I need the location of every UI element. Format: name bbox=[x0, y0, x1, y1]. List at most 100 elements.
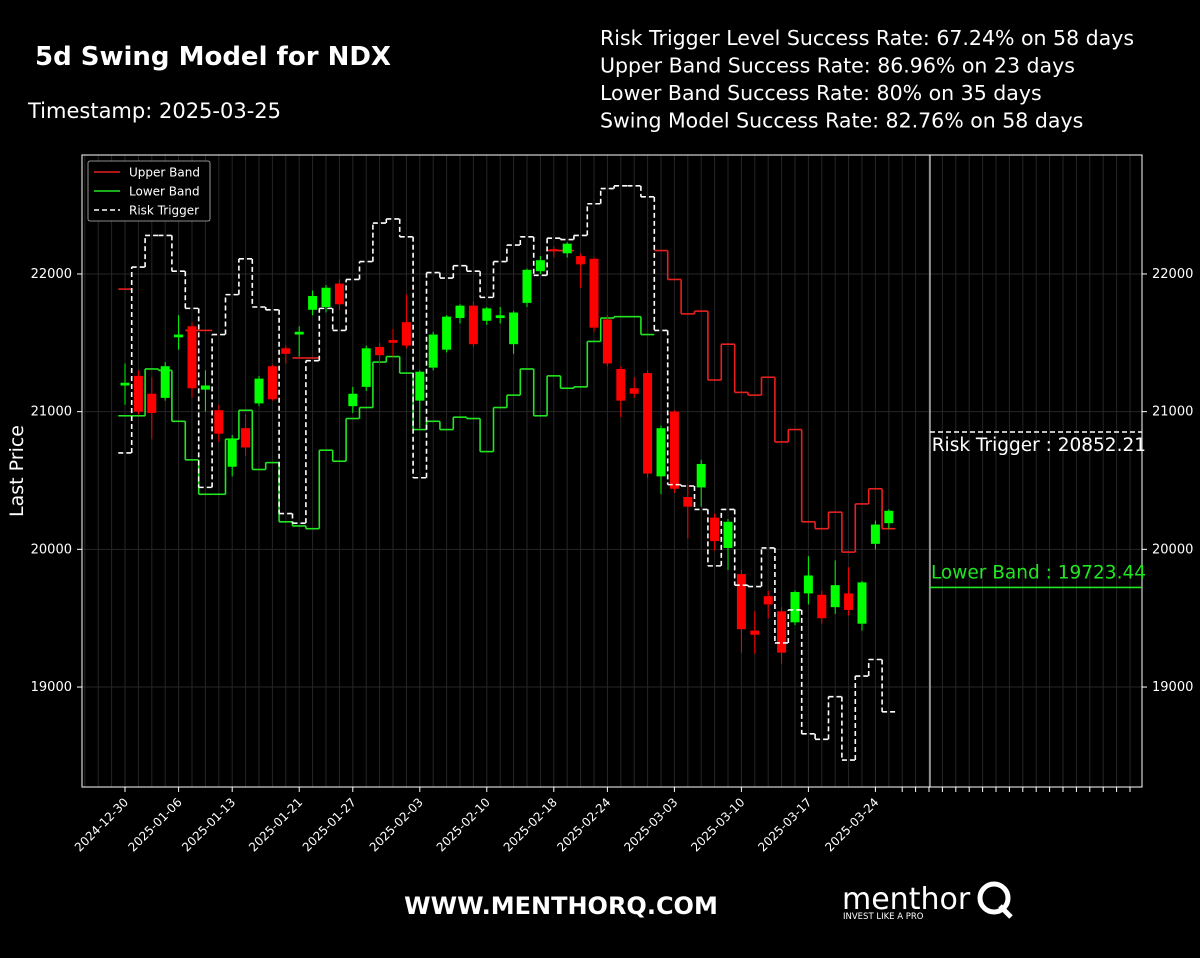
candle-body bbox=[669, 411, 679, 489]
timestamp: Timestamp: 2025-03-25 bbox=[27, 99, 281, 123]
x-tick-label: 2025-03-24 bbox=[822, 795, 881, 854]
candle-body bbox=[857, 582, 867, 624]
candle-body bbox=[643, 373, 653, 474]
candle-body bbox=[455, 305, 465, 319]
candle-body bbox=[388, 340, 398, 343]
y-tick-label: 19000 bbox=[1152, 680, 1193, 695]
candle-body bbox=[187, 326, 197, 389]
candle-body bbox=[803, 575, 813, 594]
candle-body bbox=[334, 283, 344, 305]
candle-body bbox=[415, 371, 425, 401]
tagline: INVEST LIKE A PRO bbox=[843, 912, 924, 922]
legend-label: Lower Band bbox=[129, 185, 200, 199]
candle-body bbox=[294, 331, 304, 335]
projection-label: Risk Trigger : 20852.21 bbox=[932, 435, 1146, 456]
chart-title: 5d Swing Model for NDX bbox=[35, 42, 391, 72]
candle-body bbox=[830, 585, 840, 608]
candle-body bbox=[214, 410, 224, 434]
stat-line: Swing Model Success Rate: 82.76% on 58 d… bbox=[600, 109, 1083, 133]
legend-box bbox=[87, 160, 211, 222]
candle-body bbox=[790, 592, 800, 623]
candle-body bbox=[562, 243, 572, 254]
x-tick-label: 2025-03-03 bbox=[621, 795, 680, 854]
candle-body bbox=[763, 596, 773, 605]
y-tick-label: 22000 bbox=[31, 267, 72, 282]
x-tick-label: 2025-03-10 bbox=[688, 795, 747, 854]
stat-line: Lower Band Success Rate: 80% on 35 days bbox=[600, 81, 1042, 105]
candle-body bbox=[616, 368, 626, 401]
candle-body bbox=[482, 308, 492, 321]
candle-body bbox=[750, 630, 760, 635]
x-tick-label: 2025-02-18 bbox=[501, 795, 560, 854]
candle-body bbox=[629, 388, 639, 394]
x-tick-label: 2025-02-03 bbox=[367, 795, 426, 854]
candle-body bbox=[160, 366, 170, 398]
candle-body bbox=[844, 593, 854, 610]
candle-body bbox=[495, 315, 505, 319]
candle-body bbox=[133, 375, 143, 412]
candle-body bbox=[736, 574, 746, 630]
candle-body bbox=[710, 517, 720, 542]
candle-body bbox=[696, 463, 706, 488]
candle-body bbox=[576, 256, 586, 265]
candle-body bbox=[817, 594, 827, 619]
y-tick-label: 22000 bbox=[1152, 267, 1193, 282]
brand-letter: Q bbox=[994, 904, 995, 906]
brand-q-ring bbox=[977, 881, 1011, 915]
plot-frame bbox=[81, 154, 1143, 788]
y-tick-label: 20000 bbox=[31, 542, 72, 557]
candle-body bbox=[777, 611, 787, 653]
y-tick-label: 21000 bbox=[1152, 405, 1193, 420]
x-tick-label: 2025-02-10 bbox=[434, 795, 493, 854]
candle-body bbox=[375, 346, 385, 356]
candle-body bbox=[428, 334, 438, 368]
candle-body bbox=[884, 510, 894, 524]
candle-body bbox=[281, 348, 291, 354]
projection-label: Lower Band : 19723.44 bbox=[931, 562, 1146, 583]
brand-q-tail bbox=[998, 904, 1013, 919]
brand: menthor bbox=[842, 882, 971, 917]
stat-line: Upper Band Success Rate: 86.96% on 23 da… bbox=[600, 54, 1075, 78]
candle-body bbox=[227, 439, 237, 467]
x-tick-label: 2025-01-13 bbox=[179, 795, 238, 854]
candle-body bbox=[147, 393, 157, 414]
candle-body bbox=[267, 366, 277, 400]
y-tick-label: 19000 bbox=[31, 680, 72, 695]
x-tick-label: 2024-12-30 bbox=[72, 795, 131, 854]
candle-body bbox=[589, 258, 599, 328]
candle-body bbox=[602, 319, 612, 364]
candle-body bbox=[361, 348, 371, 387]
candle-body bbox=[683, 497, 693, 507]
candle-body bbox=[321, 287, 331, 308]
x-tick-label: 2025-02-24 bbox=[554, 795, 613, 854]
candle-body bbox=[200, 385, 210, 390]
y-tick-label: 21000 bbox=[31, 405, 72, 420]
legend-label: Risk Trigger bbox=[129, 204, 199, 218]
x-tick-label: 2025-03-17 bbox=[755, 795, 814, 854]
y-axis-label: Last Price bbox=[6, 425, 28, 517]
candle-body bbox=[656, 428, 666, 477]
candle-body bbox=[254, 378, 264, 404]
stat-line: Risk Trigger Level Success Rate: 67.24% … bbox=[600, 26, 1134, 50]
legend-label: Upper Band bbox=[129, 166, 200, 180]
candle-body bbox=[870, 524, 880, 544]
candle-body bbox=[509, 312, 519, 345]
candle-body bbox=[241, 428, 251, 448]
candle-body bbox=[442, 316, 452, 350]
x-tick-label: 2025-01-06 bbox=[126, 795, 185, 854]
candle-body bbox=[120, 382, 130, 386]
y-tick-label: 20000 bbox=[1152, 542, 1193, 557]
candle-body bbox=[174, 334, 184, 338]
candle-body bbox=[549, 249, 559, 251]
x-tick-label: 2025-01-21 bbox=[246, 795, 305, 854]
x-tick-label: 2025-01-27 bbox=[300, 795, 359, 854]
candle-body bbox=[723, 521, 733, 548]
candle-body bbox=[535, 260, 545, 272]
candle-body bbox=[401, 322, 411, 346]
website: WWW.MENTHORQ.COM bbox=[404, 892, 718, 920]
candle-body bbox=[348, 393, 358, 407]
candle-body bbox=[308, 295, 318, 310]
candle-body bbox=[522, 269, 532, 303]
candle-body bbox=[468, 305, 478, 345]
